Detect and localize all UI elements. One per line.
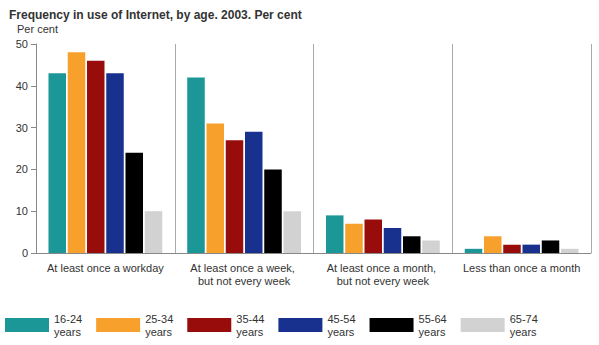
svg-text:10: 10 <box>16 205 28 217</box>
svg-text:At least once a workday: At least once a workday <box>47 262 164 274</box>
svg-text:years: years <box>54 326 81 338</box>
svg-text:Per cent: Per cent <box>17 23 58 35</box>
svg-text:25-34: 25-34 <box>145 313 173 325</box>
svg-text:45-54: 45-54 <box>327 313 355 325</box>
svg-text:At least once a month,: At least once a month, <box>327 262 440 274</box>
svg-text:At least once a week,: At least once a week, <box>190 262 298 274</box>
svg-text:35-44: 35-44 <box>236 313 264 325</box>
svg-text:30: 30 <box>16 122 28 134</box>
svg-text:but not every week: but not every week <box>198 275 291 287</box>
svg-text:years: years <box>419 326 446 338</box>
svg-text:50: 50 <box>16 38 28 50</box>
svg-text:20: 20 <box>16 163 28 175</box>
svg-text:65-74: 65-74 <box>510 313 538 325</box>
svg-text:0: 0 <box>22 247 28 259</box>
svg-text:55-64: 55-64 <box>419 313 447 325</box>
svg-text:16-24: 16-24 <box>54 313 82 325</box>
svg-text:years: years <box>236 326 263 338</box>
svg-text:years: years <box>145 326 172 338</box>
svg-text:years: years <box>327 326 354 338</box>
svg-text:years: years <box>510 326 537 338</box>
svg-text:40: 40 <box>16 80 28 92</box>
svg-text:Frequency in use of Internet,: Frequency in use of Internet, by age. 20… <box>9 8 302 22</box>
svg-text:but not every week: but not every week <box>337 275 430 287</box>
svg-text:Less than once a month: Less than once a month <box>463 262 580 274</box>
